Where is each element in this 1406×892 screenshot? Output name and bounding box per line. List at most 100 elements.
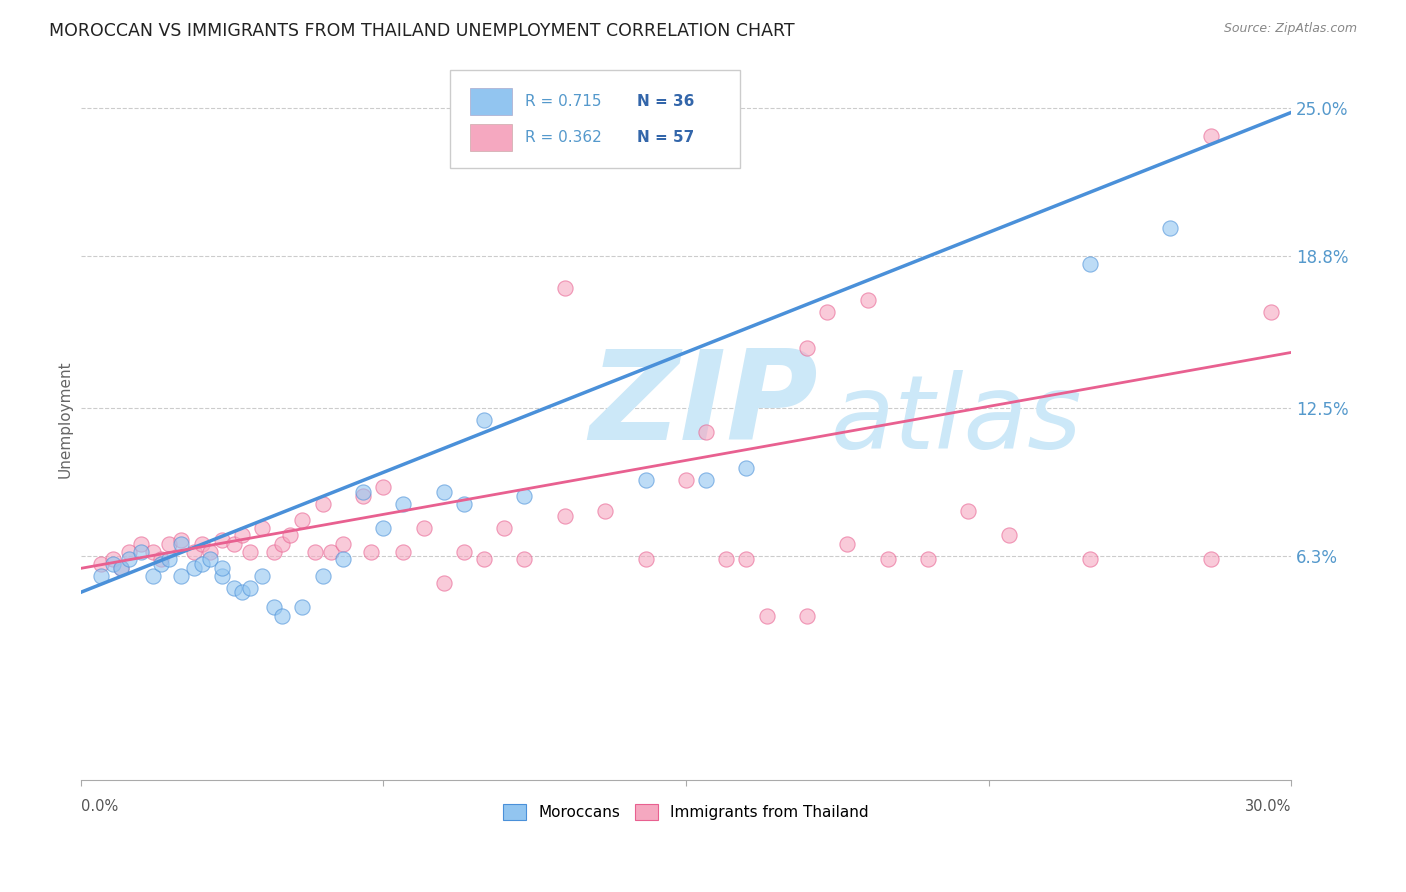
Point — [211, 533, 233, 547]
Point — [513, 490, 536, 504]
Point — [118, 551, 141, 566]
Point — [250, 568, 273, 582]
Point — [312, 568, 335, 582]
Point — [183, 544, 205, 558]
Point — [90, 557, 112, 571]
Point — [453, 497, 475, 511]
Point — [1159, 220, 1181, 235]
Point — [352, 484, 374, 499]
Point — [129, 544, 152, 558]
Point — [190, 537, 212, 551]
Point — [231, 528, 253, 542]
Point — [239, 544, 262, 558]
Point — [1078, 257, 1101, 271]
Point — [352, 490, 374, 504]
Point — [170, 537, 193, 551]
Point — [412, 520, 434, 534]
Point — [856, 293, 879, 307]
Point — [170, 568, 193, 582]
Point — [472, 551, 495, 566]
Point — [392, 497, 415, 511]
Text: Source: ZipAtlas.com: Source: ZipAtlas.com — [1223, 22, 1357, 36]
Legend: Moroccans, Immigrants from Thailand: Moroccans, Immigrants from Thailand — [496, 797, 875, 826]
Point — [998, 528, 1021, 542]
Point — [876, 551, 898, 566]
Point — [312, 497, 335, 511]
Point — [554, 508, 576, 523]
Point — [837, 537, 859, 551]
Point — [157, 551, 180, 566]
Point — [291, 599, 314, 614]
Point — [304, 544, 326, 558]
Point — [453, 544, 475, 558]
Point — [319, 544, 342, 558]
Point — [101, 557, 124, 571]
Point — [796, 341, 818, 355]
Point — [291, 513, 314, 527]
Point — [735, 551, 758, 566]
Point — [815, 304, 838, 318]
Point — [472, 412, 495, 426]
Point — [373, 480, 395, 494]
Point — [170, 533, 193, 547]
Point — [222, 537, 245, 551]
Point — [198, 551, 221, 566]
Text: 30.0%: 30.0% — [1244, 799, 1291, 814]
Point — [796, 609, 818, 624]
Point — [433, 484, 456, 499]
Text: R = 0.362: R = 0.362 — [524, 130, 602, 145]
Point — [1260, 304, 1282, 318]
Point — [142, 544, 165, 558]
Point — [271, 609, 294, 624]
Point — [494, 520, 516, 534]
Point — [634, 473, 657, 487]
Point — [392, 544, 415, 558]
Point — [433, 575, 456, 590]
Point — [211, 561, 233, 575]
Text: N = 36: N = 36 — [637, 94, 695, 109]
Point — [917, 551, 939, 566]
Point — [957, 504, 980, 518]
Point — [110, 561, 132, 575]
Point — [90, 568, 112, 582]
Point — [222, 581, 245, 595]
FancyBboxPatch shape — [471, 124, 512, 151]
Point — [280, 528, 302, 542]
Point — [142, 568, 165, 582]
Point — [231, 585, 253, 599]
Point — [271, 537, 294, 551]
Point — [716, 551, 738, 566]
Text: 0.0%: 0.0% — [80, 799, 118, 814]
Point — [150, 551, 173, 566]
Point — [675, 473, 697, 487]
Y-axis label: Unemployment: Unemployment — [58, 360, 72, 478]
Point — [118, 544, 141, 558]
Point — [190, 557, 212, 571]
Point — [250, 520, 273, 534]
Point — [373, 520, 395, 534]
FancyBboxPatch shape — [471, 87, 512, 115]
Text: N = 57: N = 57 — [637, 130, 695, 145]
Point — [360, 544, 382, 558]
FancyBboxPatch shape — [450, 70, 741, 168]
Point — [1199, 129, 1222, 144]
Point — [101, 551, 124, 566]
Text: atlas: atlas — [831, 369, 1083, 469]
Point — [1078, 551, 1101, 566]
Point — [332, 551, 354, 566]
Point — [211, 568, 233, 582]
Point — [755, 609, 778, 624]
Point — [513, 551, 536, 566]
Text: R = 0.715: R = 0.715 — [524, 94, 602, 109]
Point — [183, 561, 205, 575]
Point — [593, 504, 616, 518]
Point — [129, 537, 152, 551]
Point — [150, 557, 173, 571]
Point — [1199, 551, 1222, 566]
Point — [157, 537, 180, 551]
Point — [239, 581, 262, 595]
Point — [554, 280, 576, 294]
Point — [263, 544, 285, 558]
Point — [198, 544, 221, 558]
Point — [735, 460, 758, 475]
